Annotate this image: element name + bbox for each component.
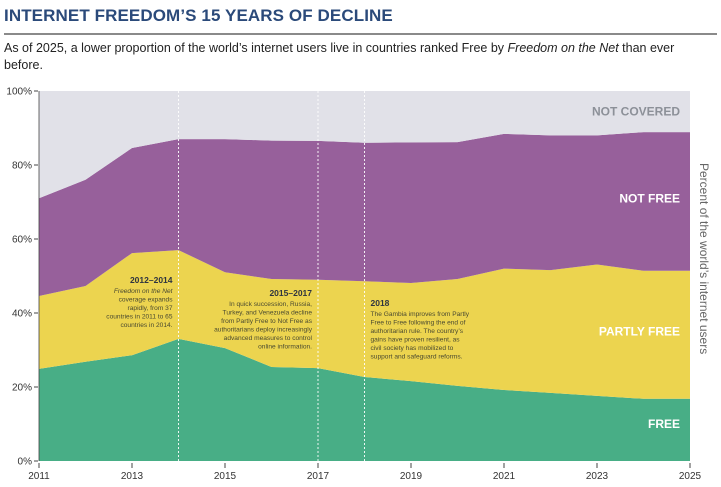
annotation-text: from Partly Free to Not Free as <box>221 318 313 325</box>
x-tick-label: 2015 <box>214 471 237 482</box>
annotation-text: support and safeguard reforms. <box>371 354 463 361</box>
annotation-text: The Gambia improves from Partly <box>371 311 470 318</box>
annotation-text: authoritarian rule. The country’s <box>371 328 464 335</box>
annotation-text: In quick succession, Russia, <box>229 301 312 308</box>
annotations: 2012–2014 Freedom on the Net coverage expa… <box>106 275 470 361</box>
annotation-text: Turkey, and Venezuela decline <box>223 310 313 317</box>
annotation-text: authoritarians deploy increasingly <box>214 327 313 334</box>
y-tick-label: 100% <box>6 87 32 98</box>
x-tick-label: 2021 <box>493 471 516 482</box>
annotation-text: advanced measures to control <box>224 335 313 342</box>
annotation-lines <box>178 91 365 461</box>
chart-subtitle: As of 2025, a lower proportion of the wo… <box>4 40 694 74</box>
annotation-text: rapidly, from 37 <box>128 305 173 312</box>
y-tick-label: 20% <box>12 383 32 394</box>
x-tick-label: 2019 <box>400 471 423 482</box>
chart-title: INTERNET FREEDOM’S 15 YEARS OF DECLINE <box>4 6 393 25</box>
series-label-not-covered: NOT COVERED <box>592 104 680 118</box>
subtitle-text-end: than ever before. <box>4 41 675 72</box>
annotation-title: 2018 <box>371 298 390 308</box>
annotation-title: 2015–2017 <box>269 288 312 298</box>
annotation-text: Freedom on the Net <box>114 288 174 295</box>
x-tick-label: 2023 <box>586 471 609 482</box>
annotation-text: coverage expands <box>119 297 174 304</box>
series-label-partly-free: PARTLY FREE <box>599 325 680 339</box>
y-tick-label: 80% <box>12 161 32 172</box>
y-tick-label: 60% <box>12 235 32 246</box>
subtitle-italic: Freedom on the Net <box>507 41 619 55</box>
title-divider <box>4 33 717 35</box>
subtitle-text: As of 2025, a lower proportion of the wo… <box>4 41 508 55</box>
y-tick-label: 0% <box>18 457 33 468</box>
area-not-free <box>39 132 690 296</box>
annotation-text: civil society has mobilized to <box>371 345 454 352</box>
annotation-text: Free to Free following the end of <box>371 320 466 327</box>
annotation-title: 2012–2014 <box>130 275 173 285</box>
x-tick-label: 2011 <box>28 471 50 482</box>
x-tick-label: 2017 <box>307 471 330 482</box>
annotation-text: countries in 2011 to 65 <box>106 314 173 321</box>
area-not-covered <box>39 91 690 199</box>
annotation-text: gains have proven resilient, as <box>371 337 461 344</box>
x-tick-label: 2025 <box>679 471 702 482</box>
y-tick-label: 40% <box>12 309 32 320</box>
y-axis-label: Percent of the world’s internet users <box>697 163 711 354</box>
x-tick-label: 2013 <box>121 471 144 482</box>
annotation-text: online information. <box>258 344 312 351</box>
annotation-text: countries in 2014. <box>120 322 172 329</box>
series-labels: FREE PARTLY FREE NOT FREE NOT COVERED <box>592 104 680 431</box>
series-label-free: FREE <box>648 417 680 431</box>
series-label-not-free: NOT FREE <box>619 191 680 205</box>
axes: 0% 20% 40% 60% 80% 100% 2011 2013 2015 2017 2019 20… <box>6 87 701 483</box>
